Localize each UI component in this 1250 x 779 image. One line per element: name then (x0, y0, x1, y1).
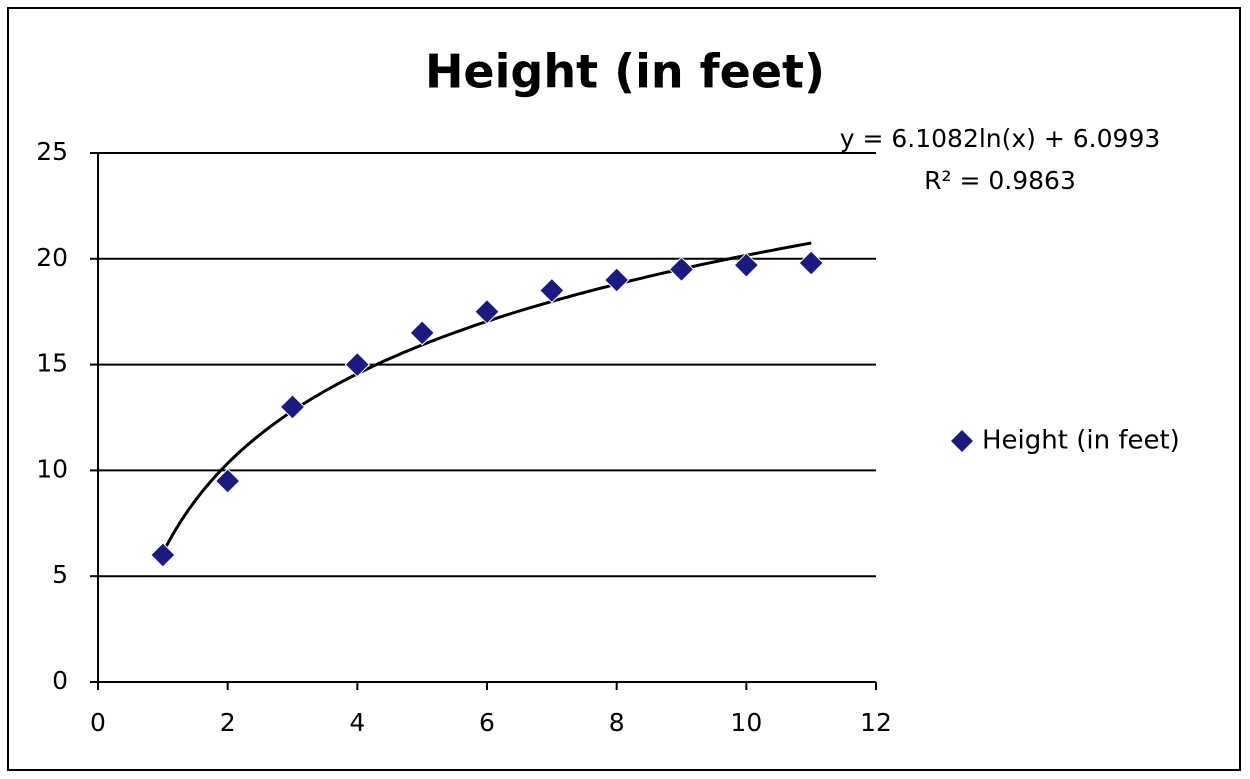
data-point (150, 542, 176, 568)
chart-border (7, 7, 1241, 771)
data-point (603, 267, 630, 293)
data-point (798, 250, 824, 276)
data-point (279, 394, 306, 420)
data-point (474, 298, 500, 325)
y-tick-label: 5 (52, 560, 68, 589)
y-tick-label: 20 (36, 243, 68, 272)
y-tick-label: 25 (36, 137, 68, 166)
data-point (733, 252, 760, 278)
data-point (539, 277, 565, 304)
x-tick-label: 2 (220, 708, 236, 737)
data-point (344, 351, 371, 378)
x-tick-label: 10 (730, 708, 762, 737)
legend-marker (951, 430, 973, 452)
legend-label: Height (in feet) (982, 426, 1180, 456)
y-tick-label: 0 (52, 666, 68, 695)
data-point (668, 256, 695, 283)
trendline-r-squared: R² = 0.9863 (924, 166, 1076, 195)
x-tick-label: 8 (609, 708, 625, 737)
x-tick-label: 0 (90, 708, 106, 737)
data-point (409, 320, 435, 346)
x-tick-label: 12 (860, 708, 892, 737)
x-tick-label: 4 (349, 708, 365, 737)
data-point (214, 468, 241, 494)
x-tick-label: 6 (479, 708, 495, 737)
y-tick-label: 15 (36, 349, 68, 378)
y-tick-label: 10 (36, 454, 68, 483)
trendline-equation: y = 6.1082ln(x) + 6.0993 (840, 124, 1161, 153)
chart-title: Height (in feet) (425, 45, 825, 99)
